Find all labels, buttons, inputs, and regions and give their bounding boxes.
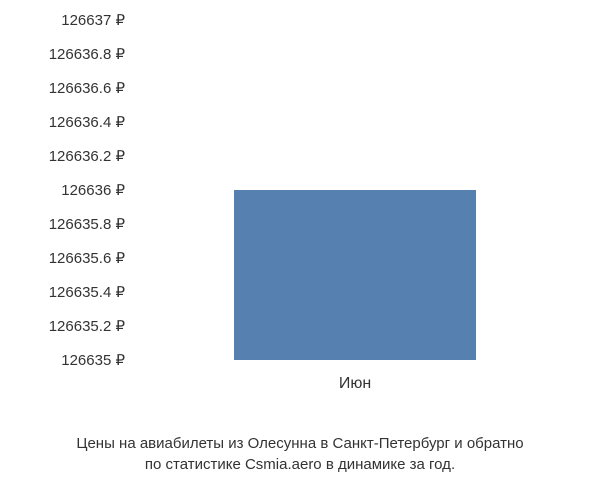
y-tick: 126635.2 ₽ (49, 317, 125, 335)
y-tick: 126637 ₽ (61, 11, 125, 29)
y-tick: 126635.4 ₽ (49, 283, 125, 301)
y-axis: 126637 ₽ 126636.8 ₽ 126636.6 ₽ 126636.4 … (20, 20, 130, 360)
y-tick: 126636.8 ₽ (49, 45, 125, 63)
y-tick: 126636 ₽ (61, 181, 125, 199)
y-tick: 126636.4 ₽ (49, 113, 125, 131)
caption-line1: Цены на авиабилеты из Олесунна в Санкт-П… (76, 435, 523, 452)
bar-june (234, 190, 476, 360)
chart-caption: Цены на авиабилеты из Олесунна в Санкт-П… (0, 433, 600, 475)
y-tick: 126636.6 ₽ (49, 79, 125, 97)
y-tick: 126635.8 ₽ (49, 215, 125, 233)
y-tick: 126635 ₽ (61, 351, 125, 369)
chart-container: 126637 ₽ 126636.8 ₽ 126636.6 ₽ 126636.4 … (20, 20, 580, 400)
plot-area: Июн (135, 20, 575, 360)
y-tick: 126636.2 ₽ (49, 147, 125, 165)
caption-line2: по статистике Csmia.aero в динамике за г… (145, 456, 455, 473)
x-axis-label: Июн (339, 375, 371, 393)
y-tick: 126635.6 ₽ (49, 249, 125, 267)
